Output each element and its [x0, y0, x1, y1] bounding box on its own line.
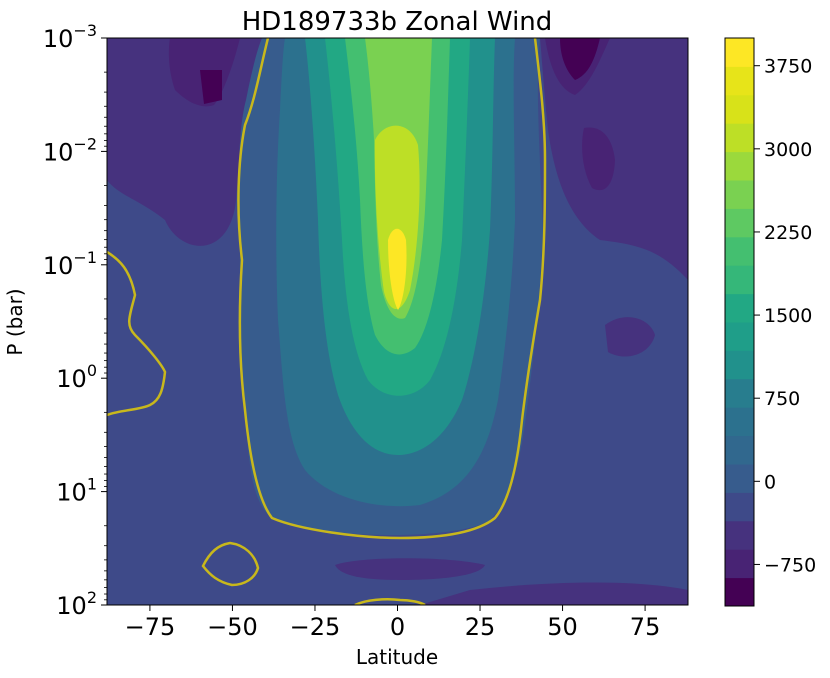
x-tick-label: 0 — [390, 613, 405, 641]
x-tick-label: −50 — [207, 613, 258, 641]
y-tick-label: 102 — [56, 588, 97, 620]
colorbar-level — [725, 464, 754, 493]
chart-title: HD189733b Zonal Wind — [242, 7, 553, 37]
colorbar-tick-label: 750 — [764, 388, 800, 410]
x-tick-label: 75 — [630, 613, 661, 641]
colorbar: 3750 3000 2250 1500 750 0 −750 — [724, 37, 816, 607]
colorbar-level — [725, 265, 754, 295]
colorbar-level — [725, 378, 754, 408]
colorbar-level — [725, 350, 754, 380]
zero-wind-contour — [201, 541, 260, 587]
y-tick-label: 10−3 — [43, 21, 97, 53]
x-tick-label: 25 — [465, 613, 496, 641]
wind-contour-region — [420, 582, 688, 605]
colorbar-level — [725, 236, 754, 266]
x-tick-label: −25 — [290, 613, 341, 641]
y-tick-label: 10−2 — [43, 134, 97, 166]
zero-wind-contour — [107, 250, 167, 417]
y-axis: 10−3 10−2 10−1 100 101 102 — [43, 21, 107, 620]
colorbar-level — [725, 407, 754, 437]
colorbar-level — [725, 123, 754, 153]
colorbar-level — [725, 66, 754, 96]
zero-wind-contour — [354, 597, 426, 605]
plot-area — [107, 38, 688, 605]
y-tick-label: 100 — [56, 361, 97, 393]
zero-wind-contour — [237, 38, 547, 540]
wind-contour-region — [335, 558, 485, 580]
colorbar-level — [725, 520, 754, 550]
y-axis-label: P (bar) — [3, 288, 27, 355]
colorbar-tick-label: 1500 — [764, 305, 812, 327]
colorbar-frame — [724, 37, 755, 607]
colorbar-level — [725, 293, 754, 323]
y-tick-label: 10−1 — [43, 248, 97, 280]
colorbar-level — [725, 492, 754, 522]
colorbar-level — [725, 549, 754, 579]
x-axis: −75 −50 −25 0 25 50 75 — [125, 605, 661, 641]
colorbar-level — [725, 180, 754, 209]
colorbar-tick-label: 2250 — [764, 222, 812, 244]
wind-contour-region — [374, 125, 420, 310]
colorbar-level — [725, 38, 754, 67]
colorbar-level — [725, 322, 754, 351]
colorbar-level — [725, 577, 754, 607]
colorbar-level — [725, 151, 754, 181]
colorbar-tick-label: −750 — [764, 554, 816, 576]
y-tick-label: 101 — [56, 475, 97, 507]
colorbar-level — [725, 435, 754, 465]
wind-contour-region — [107, 38, 262, 246]
wind-contour-region — [388, 228, 407, 310]
colorbar-tick-label: 0 — [764, 471, 776, 493]
wind-contour-region — [200, 70, 222, 104]
colorbar-tick-label: 3000 — [764, 139, 812, 161]
x-tick-label: −75 — [125, 613, 176, 641]
colorbar-level — [725, 94, 754, 124]
x-axis-label: Latitude — [356, 645, 438, 669]
colorbar-level — [725, 208, 754, 238]
colorbar-tick-label: 3750 — [764, 56, 812, 78]
wind-contour-region — [605, 317, 655, 357]
x-tick-label: 50 — [547, 613, 578, 641]
wind-contour-region — [560, 38, 600, 80]
wind-contour-region — [582, 127, 615, 191]
